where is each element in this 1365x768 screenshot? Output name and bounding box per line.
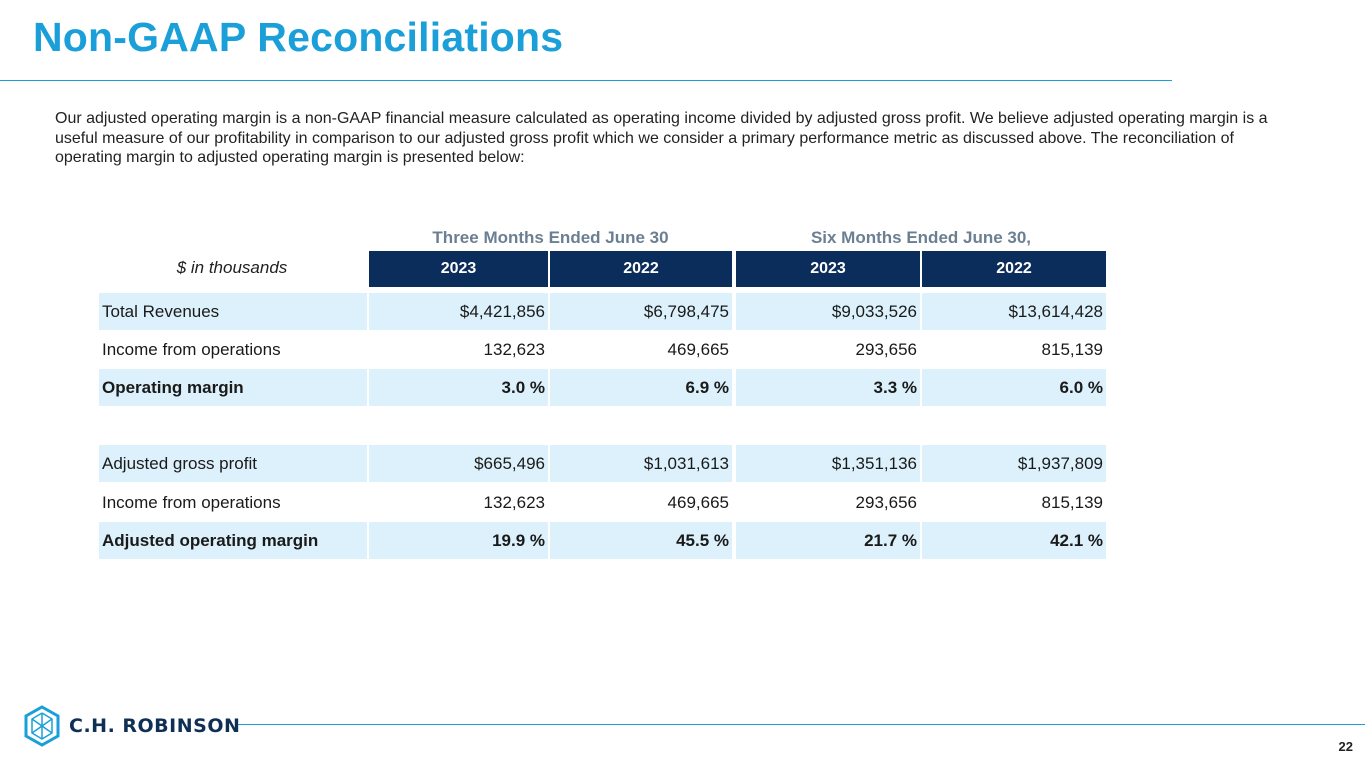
group-header-six-months: Six Months Ended June 30, (810, 228, 1032, 247)
value-cell: $1,031,613 (550, 445, 732, 482)
row-label: Adjusted gross profit (99, 445, 367, 482)
value-cell: 293,656 (855, 339, 917, 359)
value-cell: $1,937,809 (922, 445, 1106, 482)
value-cell: 42.1 % (922, 522, 1106, 559)
group-header-three-months: Three Months Ended June 30 (432, 228, 669, 247)
value-cell: 19.9 % (369, 522, 548, 559)
title-divider (0, 80, 1172, 81)
value-cell: 815,139 (1041, 492, 1103, 512)
row-label: Adjusted operating margin (99, 522, 367, 559)
row-label: Total Revenues (99, 293, 367, 330)
value-cell: 293,656 (855, 492, 917, 512)
row-label: Income from operations (102, 492, 281, 512)
value-cell: 469,665 (667, 492, 729, 512)
row-label: Income from operations (102, 339, 281, 359)
logo-wordmark: C.H. ROBINSON (69, 715, 241, 737)
intro-paragraph: Our adjusted operating margin is a non-G… (55, 110, 1268, 166)
value-cell: $4,421,856 (369, 293, 548, 330)
page-number: 22 (1338, 739, 1353, 754)
value-cell: $1,351,136 (736, 445, 920, 482)
value-cell: 3.3 % (736, 369, 920, 406)
value-cell: $665,496 (369, 445, 548, 482)
year-header: 2022 (922, 251, 1106, 287)
value-cell: 132,623 (483, 492, 545, 512)
row-label: Operating margin (99, 369, 367, 406)
year-header: 2023 (736, 251, 920, 287)
value-cell: 3.0 % (369, 369, 548, 406)
footer-divider (238, 724, 1365, 725)
value-cell: 21.7 % (736, 522, 920, 559)
units-label: $ in thousands (176, 258, 288, 277)
value-cell: 132,623 (483, 339, 545, 359)
value-cell: 815,139 (1041, 339, 1103, 359)
value-cell: 6.9 % (550, 369, 732, 406)
value-cell: 469,665 (667, 339, 729, 359)
year-header: 2023 (369, 251, 548, 287)
year-header: 2022 (550, 251, 732, 287)
page-title: Non-GAAP Reconciliations (33, 14, 564, 60)
cube-logo-icon (24, 705, 60, 747)
value-cell: 6.0 % (922, 369, 1106, 406)
company-logo: C.H. ROBINSON (24, 705, 240, 747)
value-cell: $6,798,475 (550, 293, 732, 330)
value-cell: $13,614,428 (922, 293, 1106, 330)
value-cell: 45.5 % (550, 522, 732, 559)
value-cell: $9,033,526 (736, 293, 920, 330)
